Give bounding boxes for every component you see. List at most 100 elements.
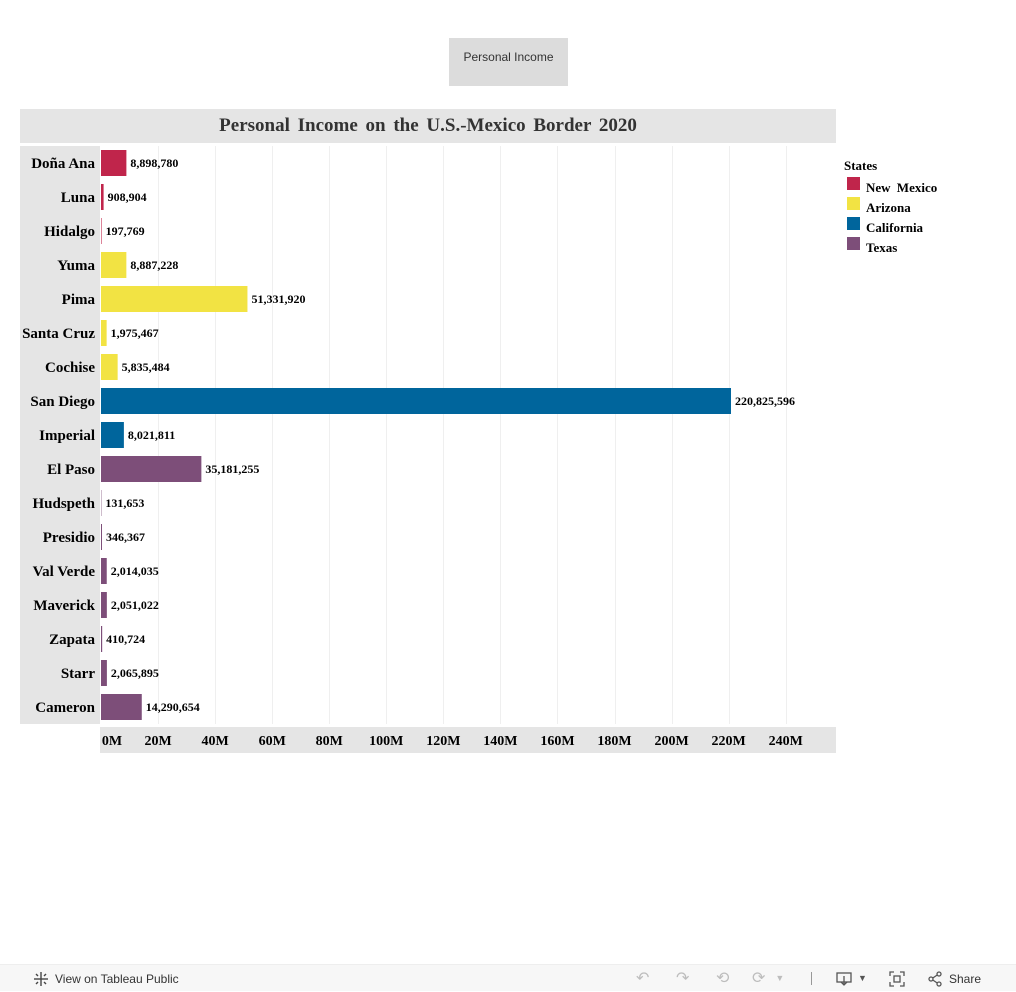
toolbar-divider xyxy=(811,972,812,985)
category-label: Hudspeth xyxy=(32,496,95,512)
value-label: 908,904 xyxy=(108,190,147,204)
bar xyxy=(101,660,107,686)
x-tick-label: 220M xyxy=(712,734,746,749)
category-label: Starr xyxy=(61,666,95,682)
value-label: 35,181,255 xyxy=(205,462,259,476)
x-tick-label: 140M xyxy=(483,734,517,749)
tableau-toolbar: View on Tableau Public ↶ ↷ ⟲ ⟳ ▼ ▼ xyxy=(0,964,1016,991)
legend-item-new-mexico[interactable]: New Mexico xyxy=(844,176,937,196)
x-tick-label: 120M xyxy=(426,734,460,749)
refresh-icon: ⟳ xyxy=(752,971,765,987)
redo-button[interactable]: ↷ xyxy=(676,965,689,992)
share-label: Share xyxy=(949,972,981,986)
value-label: 220,825,596 xyxy=(735,394,795,408)
value-label: 8,887,228 xyxy=(130,258,178,272)
x-tick-label: 100M xyxy=(369,734,403,749)
bar xyxy=(101,150,126,176)
category-label: Cochise xyxy=(45,360,95,376)
refresh-button[interactable]: ⟳ ▼ xyxy=(752,965,784,992)
legend-item-texas[interactable]: Texas xyxy=(844,236,937,256)
bar xyxy=(101,218,102,244)
legend-item-california[interactable]: California xyxy=(844,216,937,236)
category-label: Cameron xyxy=(35,700,95,716)
bar-layer xyxy=(101,150,731,720)
category-label: Luna xyxy=(61,190,96,206)
download-button[interactable]: ▼ xyxy=(836,965,867,992)
undo-icon: ↶ xyxy=(636,971,649,987)
bar xyxy=(101,422,124,448)
bar xyxy=(101,558,107,584)
value-label: 14,290,654 xyxy=(146,700,200,714)
chevron-down-icon: ▼ xyxy=(858,974,867,983)
bar xyxy=(101,524,102,550)
bar xyxy=(101,184,104,210)
label-layer: Doña Ana 8,898,780 Luna 908,904 Hidalgo 197,7… xyxy=(22,156,795,716)
legend-label: Arizona xyxy=(866,200,911,216)
bar-chart: Doña Ana 8,898,780 Luna 908,904 Hidalgo 197,7… xyxy=(0,0,1016,760)
download-icon xyxy=(836,971,854,987)
x-tick-label: 160M xyxy=(540,734,574,749)
x-axis: 0M 20M 40M 60M 80M 100M 120M 140M 160M 180M 200M 22… xyxy=(102,734,803,749)
legend-swatch xyxy=(847,217,860,230)
bar xyxy=(101,320,107,346)
fullscreen-button[interactable] xyxy=(889,965,905,992)
bar xyxy=(101,456,201,482)
category-label: Yuma xyxy=(57,258,95,274)
value-label: 410,724 xyxy=(106,632,145,646)
x-tick-label: 240M xyxy=(769,734,803,749)
category-label: Pima xyxy=(62,292,96,308)
value-label: 5,835,484 xyxy=(122,360,170,374)
value-label: 2,065,895 xyxy=(111,666,159,680)
value-label: 131,653 xyxy=(105,496,144,510)
legend-label: Texas xyxy=(866,240,897,256)
share-icon xyxy=(927,971,943,987)
category-label: Val Verde xyxy=(33,564,96,580)
share-button[interactable]: Share xyxy=(927,965,981,992)
x-tick-label: 200M xyxy=(654,734,688,749)
x-tick-label: 20M xyxy=(144,734,171,749)
category-label: El Paso xyxy=(47,462,95,478)
legend-label: New Mexico xyxy=(866,180,937,196)
category-label: Doña Ana xyxy=(31,156,95,172)
legend-item-arizona[interactable]: Arizona xyxy=(844,196,937,216)
value-label: 346,367 xyxy=(106,530,145,544)
value-label: 2,014,035 xyxy=(111,564,159,578)
legend-label: California xyxy=(866,220,923,236)
value-label: 51,331,920 xyxy=(251,292,305,306)
x-tick-label: 60M xyxy=(259,734,286,749)
category-label: Zapata xyxy=(49,632,95,648)
view-on-tableau-public-link[interactable]: View on Tableau Public xyxy=(33,965,179,992)
fullscreen-icon xyxy=(889,971,905,987)
chevron-down-icon: ▼ xyxy=(775,974,784,983)
tableau-icon xyxy=(33,971,49,987)
legend-title: States xyxy=(844,158,937,174)
value-label: 8,021,811 xyxy=(128,428,175,442)
value-label: 8,898,780 xyxy=(130,156,178,170)
grid-layer xyxy=(159,146,787,724)
revert-button[interactable]: ⟲ xyxy=(716,965,729,992)
x-tick-label: 0M xyxy=(102,734,122,749)
value-label: 197,769 xyxy=(106,224,145,238)
x-tick-label: 40M xyxy=(202,734,229,749)
bar xyxy=(101,286,247,312)
category-label: Imperial xyxy=(39,428,95,444)
x-tick-label: 80M xyxy=(316,734,343,749)
bar xyxy=(101,388,731,414)
undo-button[interactable]: ↶ xyxy=(636,965,649,992)
legend-swatch xyxy=(847,177,860,190)
x-tick-label: 180M xyxy=(597,734,631,749)
value-label: 2,051,022 xyxy=(111,598,159,612)
category-label: Hidalgo xyxy=(44,224,95,240)
bar xyxy=(101,252,126,278)
bar xyxy=(101,592,107,618)
bar xyxy=(101,694,142,720)
view-on-tableau-public-label: View on Tableau Public xyxy=(55,972,179,986)
legend-swatch xyxy=(847,197,860,210)
category-label: Presidio xyxy=(43,530,95,546)
category-label: Santa Cruz xyxy=(22,326,95,342)
bar xyxy=(101,354,118,380)
legend-swatch xyxy=(847,237,860,250)
legend: States New Mexico Arizona California Tex… xyxy=(844,158,937,256)
redo-icon: ↷ xyxy=(676,971,689,987)
bar xyxy=(101,626,102,652)
